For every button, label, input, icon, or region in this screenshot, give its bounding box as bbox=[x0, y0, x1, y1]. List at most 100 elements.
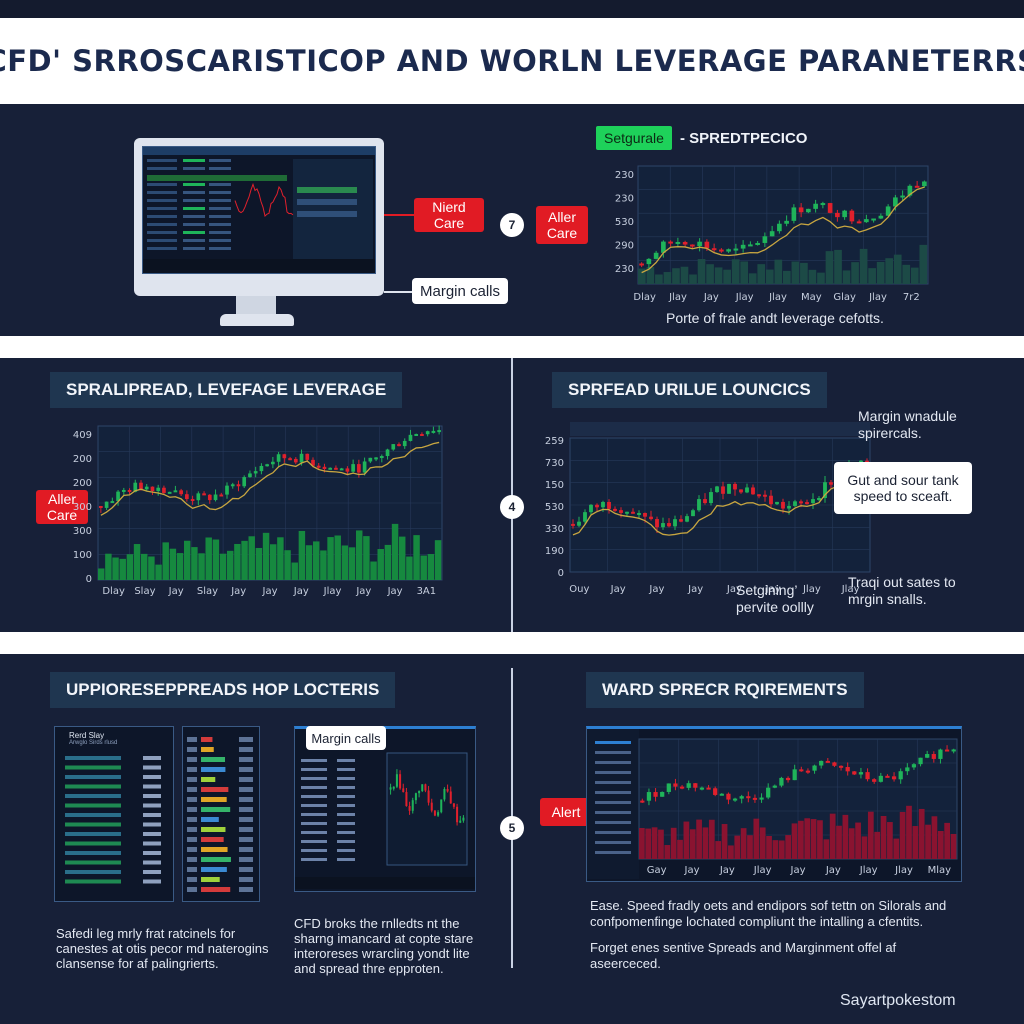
volume-bar bbox=[919, 244, 928, 284]
candle bbox=[607, 501, 611, 509]
volume-bar bbox=[334, 535, 341, 580]
candle bbox=[938, 749, 943, 759]
volume-bar bbox=[664, 845, 671, 859]
bar-value bbox=[239, 857, 253, 862]
candle bbox=[418, 791, 421, 794]
bar-value bbox=[239, 767, 253, 772]
y-tick-label: 230 bbox=[615, 264, 634, 275]
volume-bar bbox=[714, 267, 723, 284]
candle bbox=[167, 491, 172, 494]
candle bbox=[402, 788, 405, 793]
monitor-row bbox=[209, 199, 231, 202]
volume-bar bbox=[638, 268, 646, 284]
candle bbox=[864, 219, 869, 223]
volume-bar bbox=[851, 262, 859, 284]
volume-bar bbox=[639, 828, 645, 859]
volume-bar bbox=[241, 540, 248, 580]
volume-bar bbox=[284, 550, 291, 580]
margin-chart-screen bbox=[294, 726, 476, 892]
candle bbox=[858, 772, 864, 775]
candle bbox=[613, 508, 617, 511]
candle bbox=[144, 486, 149, 490]
volume-bar bbox=[645, 828, 652, 859]
candle bbox=[339, 468, 344, 471]
candle bbox=[792, 769, 797, 781]
volume-bar bbox=[198, 553, 205, 580]
volume-bar bbox=[327, 537, 334, 580]
candle bbox=[437, 430, 441, 433]
candle bbox=[898, 771, 903, 780]
candle bbox=[653, 792, 658, 797]
leverage-bar bbox=[201, 837, 224, 842]
bar-label bbox=[187, 867, 197, 872]
candle bbox=[646, 258, 652, 265]
volume-bar bbox=[772, 840, 779, 859]
monitor-row bbox=[147, 191, 177, 194]
candle bbox=[299, 453, 304, 463]
x-tick-label: Slay bbox=[134, 586, 155, 597]
x-tick-label: Jay bbox=[293, 586, 309, 597]
list-row-bar bbox=[65, 860, 121, 865]
mini-row bbox=[337, 849, 355, 852]
candle bbox=[276, 454, 281, 462]
bar-value bbox=[239, 787, 253, 792]
volume-bar bbox=[765, 269, 774, 284]
volume-bar bbox=[855, 822, 861, 859]
candle bbox=[931, 754, 936, 759]
candle bbox=[713, 788, 718, 795]
y-tick-label: 290 bbox=[615, 241, 634, 252]
candle bbox=[820, 203, 826, 206]
volume-bar bbox=[212, 539, 220, 580]
monitor-row bbox=[209, 159, 231, 162]
margin-calls-callout: Margin calls bbox=[412, 278, 508, 304]
monitor-row bbox=[209, 247, 231, 250]
divider-1 bbox=[0, 336, 1024, 358]
mini-row bbox=[337, 786, 355, 789]
volume-bar bbox=[804, 818, 811, 859]
middle-left-chart: 409 200 200 300 300 100 0 Dlay Slay Jay Slay Jay Ja… bbox=[73, 425, 443, 597]
volume-bar bbox=[680, 266, 689, 284]
volume-bar bbox=[683, 821, 690, 859]
candle bbox=[759, 797, 764, 800]
monitor-row bbox=[147, 247, 177, 250]
x-tick-label: Jay bbox=[648, 584, 664, 595]
candle bbox=[914, 185, 920, 188]
y-tick-label: 190 bbox=[545, 546, 564, 557]
volume-bar bbox=[176, 553, 184, 580]
mini-row bbox=[337, 759, 355, 762]
candle bbox=[711, 248, 717, 251]
candle bbox=[368, 457, 373, 462]
candle bbox=[900, 195, 905, 198]
candle bbox=[829, 482, 833, 485]
monitor-row bbox=[183, 223, 205, 226]
list-row-bar bbox=[65, 765, 121, 770]
y-tick-label: 200 bbox=[73, 478, 92, 489]
volume-bar bbox=[262, 532, 270, 580]
candle bbox=[357, 464, 361, 473]
x-tick-label: Jay bbox=[610, 584, 626, 595]
volume-bar bbox=[740, 828, 747, 859]
x-tick-label: 3A1 bbox=[417, 586, 437, 597]
candle bbox=[643, 512, 647, 517]
leverage-bar bbox=[201, 797, 227, 802]
candle bbox=[812, 765, 817, 771]
candle bbox=[213, 494, 218, 501]
speed-annotation-box: Gut and sour tank speed to sceaft. bbox=[834, 462, 972, 514]
candle bbox=[395, 774, 398, 787]
volume-bar bbox=[944, 822, 951, 859]
volume-bar bbox=[706, 264, 714, 284]
y-tick-label: 230 bbox=[615, 170, 634, 181]
list-row-bar bbox=[65, 832, 121, 836]
candle bbox=[793, 501, 797, 506]
mini-row bbox=[337, 813, 355, 816]
x-tick-label: Jlay bbox=[753, 865, 772, 876]
bar-value bbox=[239, 747, 253, 752]
x-tick-label: Dlay bbox=[102, 586, 125, 597]
candle bbox=[179, 490, 183, 495]
list-row-value bbox=[143, 822, 161, 827]
list-row-value bbox=[143, 860, 161, 865]
x-tick-label: Jlay bbox=[668, 292, 687, 303]
bar-label bbox=[187, 857, 197, 862]
candle bbox=[156, 487, 161, 492]
x-tick-label: Jlay bbox=[841, 584, 860, 595]
